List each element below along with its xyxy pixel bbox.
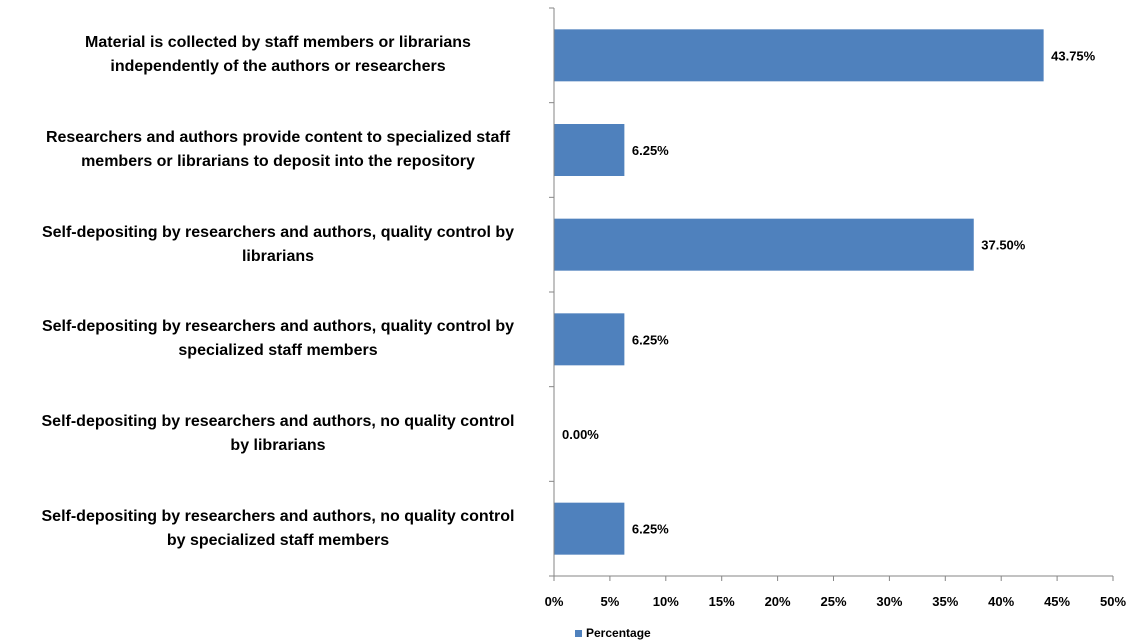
- x-tick-label: 50%: [1100, 594, 1126, 609]
- bar: [554, 313, 625, 366]
- x-tick-label: 45%: [1044, 594, 1070, 609]
- bar: [554, 218, 974, 271]
- data-label: 43.75%: [1051, 48, 1096, 63]
- x-tick-label: 10%: [653, 594, 679, 609]
- data-label: 6.25%: [632, 332, 669, 347]
- x-tick-label: 35%: [932, 594, 958, 609]
- legend: Percentage: [575, 626, 651, 640]
- data-label: 37.50%: [981, 238, 1026, 253]
- x-tick-label: 30%: [876, 594, 902, 609]
- category-label: Self-depositing by researchers and autho…: [41, 223, 515, 265]
- x-tick-label: 15%: [709, 594, 735, 609]
- x-tick-label: 5%: [601, 594, 620, 609]
- data-label: 0.00%: [562, 427, 599, 442]
- data-label: 6.25%: [632, 522, 669, 537]
- category-label: Material is collected by staff members o…: [85, 34, 471, 76]
- category-label: Researchers and authors provide content …: [45, 129, 511, 170]
- x-tick-label: 20%: [765, 594, 791, 609]
- legend-label: Percentage: [586, 626, 651, 640]
- category-label: Self-depositing by researchers and autho…: [41, 413, 515, 454]
- bar: [554, 502, 625, 555]
- x-tick-label: 0%: [545, 594, 564, 609]
- bar: [554, 124, 625, 176]
- data-label: 6.25%: [632, 143, 669, 158]
- legend-swatch: [575, 629, 582, 637]
- x-tick-label: 40%: [988, 594, 1014, 609]
- category-label: Self-depositing by researchers and autho…: [41, 318, 515, 360]
- x-tick-label: 25%: [820, 594, 846, 609]
- bar: [554, 29, 1044, 82]
- category-label: Self-depositing by researchers and autho…: [41, 507, 515, 549]
